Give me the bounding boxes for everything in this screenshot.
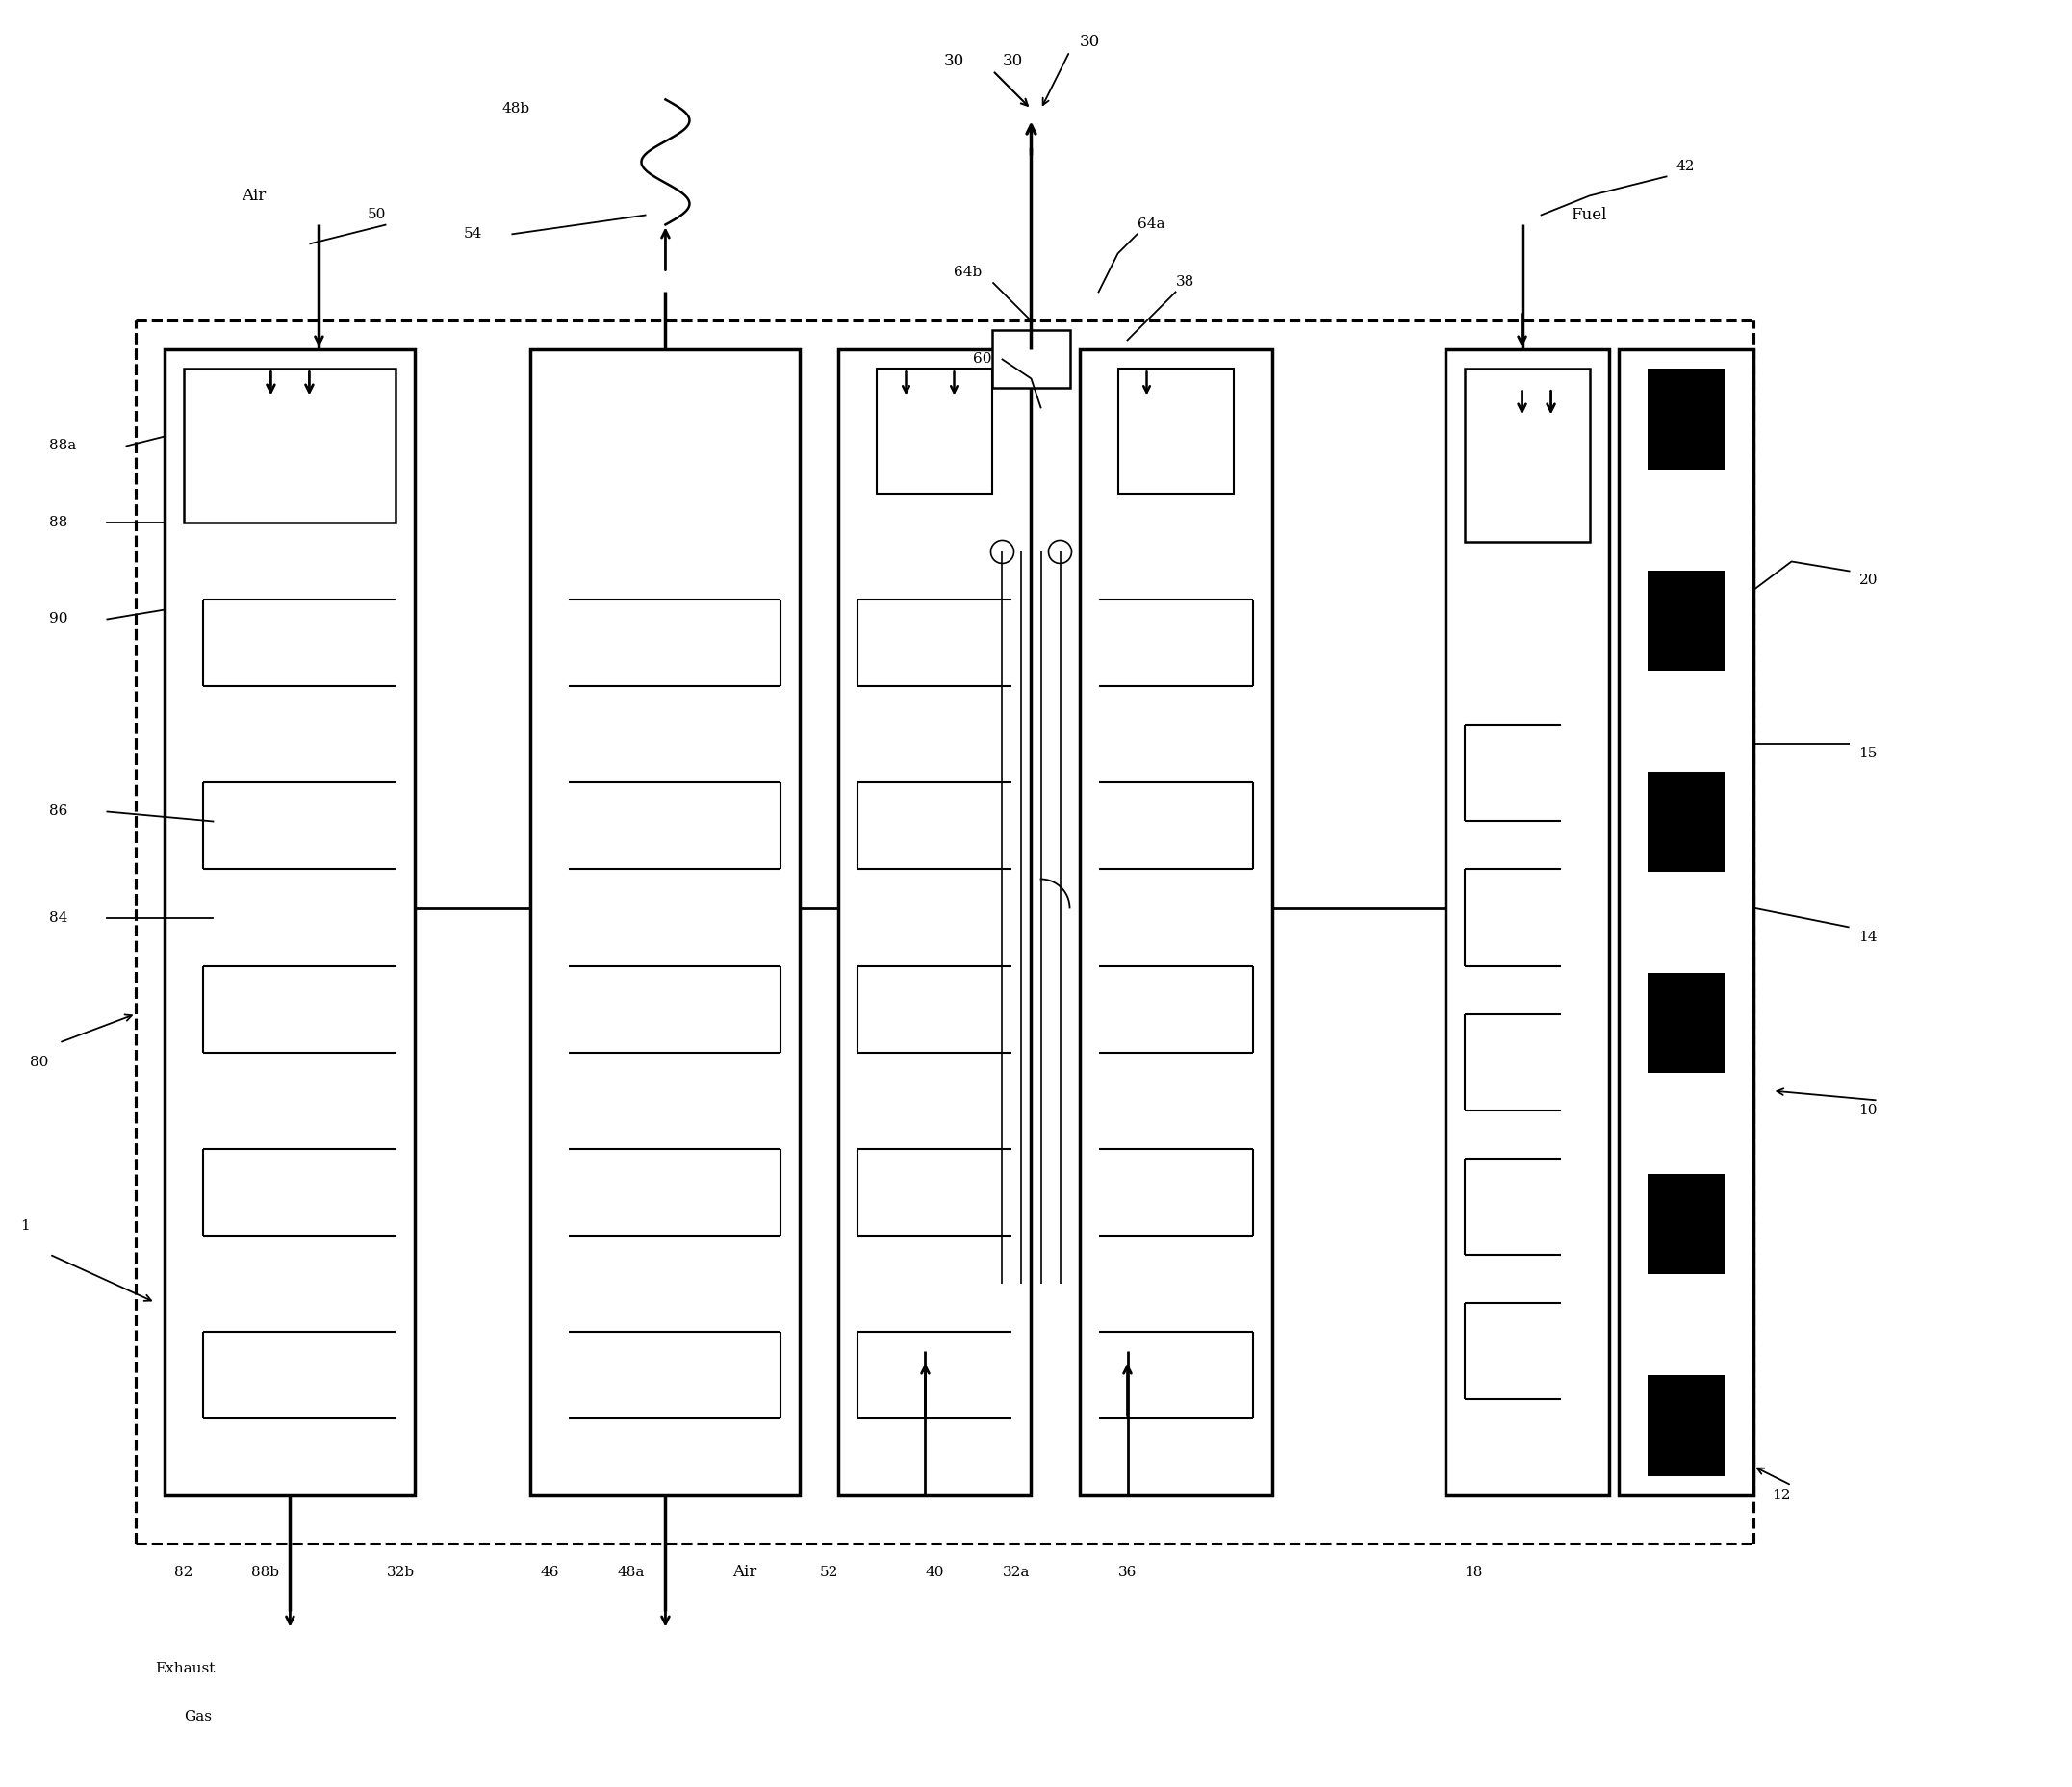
Bar xyxy=(1117,368,1233,493)
Bar xyxy=(1647,772,1724,872)
Bar xyxy=(839,350,1032,1496)
Bar xyxy=(1647,1376,1724,1476)
Text: Gas: Gas xyxy=(184,1710,211,1723)
Text: 10: 10 xyxy=(1859,1103,1877,1117)
Bar xyxy=(1444,350,1608,1496)
Text: 60: 60 xyxy=(974,352,992,366)
Text: 18: 18 xyxy=(1465,1565,1484,1578)
Text: 48a: 48a xyxy=(617,1565,644,1578)
Text: 88: 88 xyxy=(50,516,68,529)
Text: 48b: 48b xyxy=(501,102,530,116)
Text: 50: 50 xyxy=(367,209,385,222)
Bar xyxy=(876,368,992,493)
Bar xyxy=(1465,368,1589,541)
Bar xyxy=(1647,570,1724,670)
Text: 90: 90 xyxy=(50,613,68,625)
Text: 54: 54 xyxy=(464,227,483,241)
Text: 88a: 88a xyxy=(50,440,77,452)
Text: 14: 14 xyxy=(1859,929,1877,944)
Bar xyxy=(1618,350,1753,1496)
Text: 88b: 88b xyxy=(251,1565,280,1578)
Text: 84: 84 xyxy=(50,911,68,924)
Bar xyxy=(1647,1174,1724,1274)
Text: 30: 30 xyxy=(1003,54,1024,70)
Text: 12: 12 xyxy=(1772,1489,1790,1501)
Text: Air: Air xyxy=(242,188,267,204)
Text: 86: 86 xyxy=(50,804,68,818)
Bar xyxy=(992,331,1069,388)
Bar xyxy=(530,350,800,1496)
Bar xyxy=(1647,368,1724,470)
Text: 40: 40 xyxy=(926,1565,945,1578)
Text: 20: 20 xyxy=(1859,574,1877,588)
Text: Exhaust: Exhaust xyxy=(155,1662,215,1674)
Text: 32b: 32b xyxy=(385,1565,414,1578)
Bar xyxy=(184,368,396,524)
Text: 38: 38 xyxy=(1175,275,1193,289)
Text: 82: 82 xyxy=(174,1565,193,1578)
Bar xyxy=(1647,972,1724,1074)
Text: 30: 30 xyxy=(1080,34,1100,50)
Text: Air: Air xyxy=(733,1564,756,1580)
Text: 46: 46 xyxy=(541,1565,559,1578)
Bar xyxy=(1080,350,1272,1496)
Bar xyxy=(166,350,414,1496)
Text: 30: 30 xyxy=(945,54,963,70)
Text: 80: 80 xyxy=(31,1054,50,1069)
Text: 64a: 64a xyxy=(1138,218,1164,231)
Text: 52: 52 xyxy=(818,1565,837,1578)
Text: 32a: 32a xyxy=(1003,1565,1030,1578)
Text: 42: 42 xyxy=(1676,161,1695,173)
Text: 1: 1 xyxy=(21,1219,29,1233)
Text: 36: 36 xyxy=(1117,1565,1135,1578)
Text: Fuel: Fuel xyxy=(1571,207,1606,223)
Text: 64b: 64b xyxy=(955,266,982,279)
Text: 15: 15 xyxy=(1859,747,1877,761)
